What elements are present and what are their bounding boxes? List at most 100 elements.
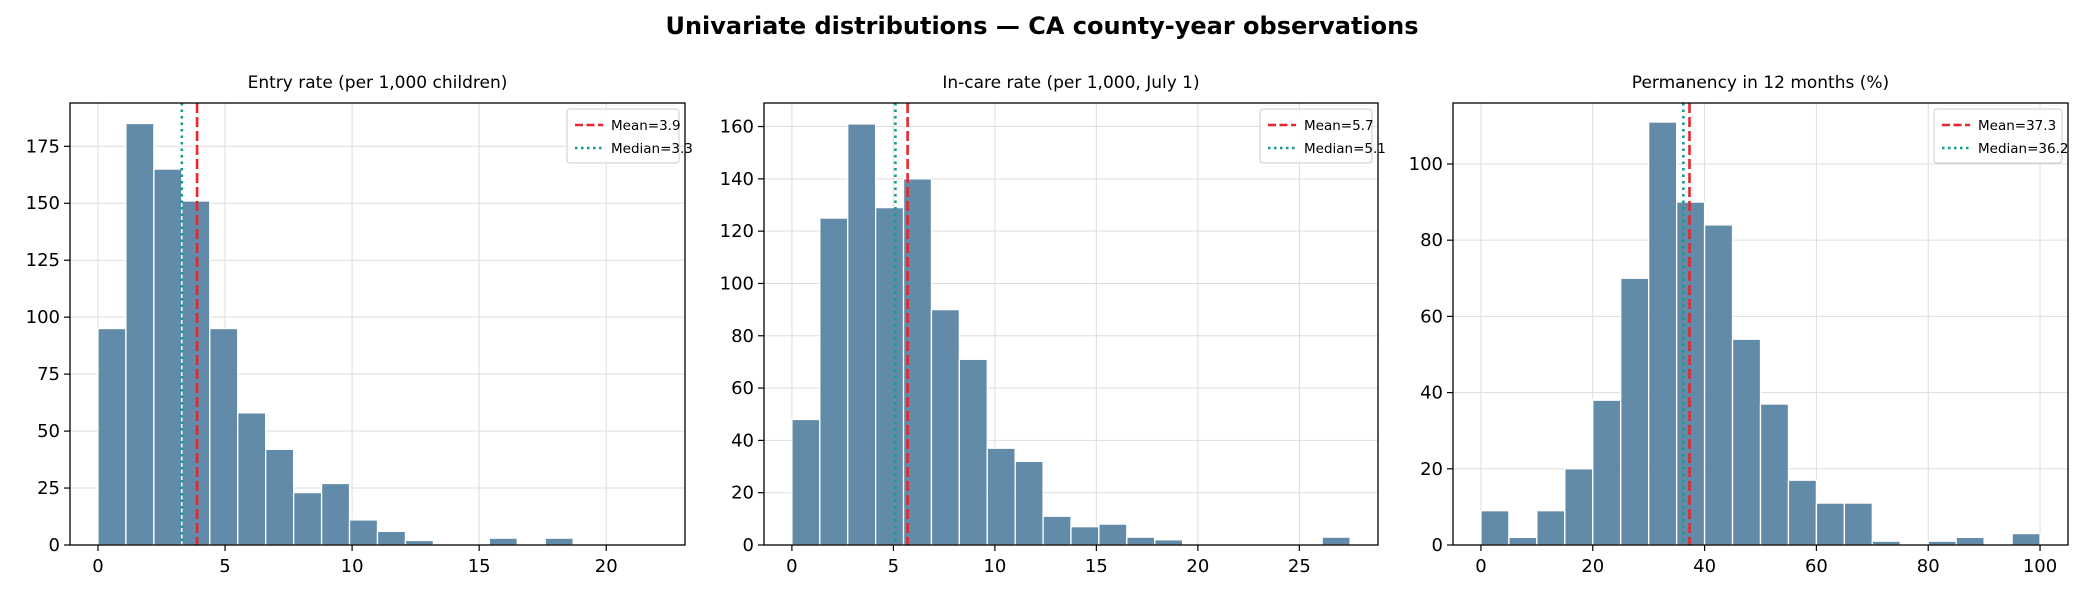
histogram-bar: [292, 491, 323, 546]
histogram-bar: [376, 530, 407, 546]
figure-title: Univariate distributions — CA county-yea…: [665, 12, 1418, 40]
legend-median-label: Median=5.1: [1304, 141, 1386, 157]
histogram-bar: [874, 206, 905, 546]
panel-title: Permanency in 12 months (%): [1632, 73, 1889, 93]
histogram-bar: [986, 447, 1016, 546]
histogram-bar: [1321, 536, 1351, 546]
y-tick-label: 175: [26, 136, 60, 157]
x-tick-label: 20: [1581, 556, 1604, 577]
panels: Entry rate (per 1,000 children) 0 5 10 15 20 0…: [26, 73, 2069, 577]
legend-mean-label: Mean=3.9: [611, 118, 681, 134]
histogram-bar: [1014, 460, 1044, 546]
histogram-panel-2: In-care rate (per 1,000, July 1) 0 5 10 15 20…: [720, 73, 1386, 577]
y-tick-label: 25: [37, 478, 60, 499]
legend: Mean=3.9 Median=3.3: [566, 108, 693, 164]
histogram-panel-3: Permanency in 12 months (%) 0 20 40 60 80 100 0…: [1409, 73, 2069, 577]
histogram-bar: [1759, 403, 1790, 546]
axes-frame: [763, 102, 1379, 546]
y-tick-label: 140: [720, 169, 754, 190]
histogram-bar: [1508, 536, 1538, 546]
x-tick-label: 15: [1085, 556, 1108, 577]
histogram-bar: [1787, 479, 1818, 546]
x-tick-label: 15: [468, 556, 491, 577]
histogram-bar: [404, 539, 435, 546]
legend-mean-label: Mean=37.3: [1978, 118, 2056, 134]
y-tick-label: 120: [720, 221, 754, 242]
y-tick-label: 160: [720, 117, 754, 138]
y-tick-label: 100: [720, 273, 754, 294]
x-tick-label: 0: [1475, 556, 1486, 577]
legend-median-label: Median=3.3: [611, 141, 693, 157]
histogram-bar: [791, 418, 821, 546]
histogram-bar: [265, 448, 295, 546]
y-tick-label: 80: [731, 326, 754, 347]
x-tick-label: 80: [1917, 556, 1940, 577]
y-tick-label: 50: [37, 421, 60, 442]
x-tick-label: 40: [1693, 556, 1716, 577]
panel-title: In-care rate (per 1,000, July 1): [942, 73, 1199, 93]
histogram-bar: [97, 327, 127, 546]
x-tick-label: 5: [219, 556, 230, 577]
x-tick-label: 5: [888, 556, 899, 577]
histogram-bar: [1480, 510, 1510, 546]
legend-box: [1933, 108, 2063, 164]
y-tick-label: 75: [37, 364, 60, 385]
legend: Mean=5.7 Median=5.1: [1259, 108, 1386, 164]
y-tick-label: 60: [731, 378, 754, 399]
panel-title: Entry rate (per 1,000 children): [248, 73, 508, 93]
histogram-bar: [1815, 502, 1846, 546]
histogram-bar: [1154, 539, 1184, 546]
histogram-bar: [1620, 277, 1650, 546]
y-tick-label: 0: [743, 535, 754, 556]
x-tick-label: 10: [983, 556, 1006, 577]
histogram-bar: [1731, 338, 1762, 546]
histogram-bar: [348, 519, 379, 546]
y-tick-label: 0: [49, 535, 60, 556]
y-tick-label: 125: [26, 250, 60, 271]
legend-median-label: Median=36.2: [1978, 141, 2068, 157]
histogram-bar: [1536, 510, 1566, 546]
histogram-bar: [1126, 536, 1156, 546]
y-tick-label: 20: [731, 483, 754, 504]
x-tick-label: 0: [786, 556, 797, 577]
histogram-bar: [237, 412, 267, 546]
x-tick-label: 60: [1805, 556, 1828, 577]
histogram-bar: [1592, 399, 1622, 546]
histogram-bar: [819, 217, 849, 546]
histogram-bar: [1703, 224, 1734, 546]
histogram-bar: [2011, 532, 2041, 546]
y-tick-label: 40: [731, 430, 754, 451]
y-tick-label: 80: [1420, 230, 1443, 251]
x-tick-label: 25: [1288, 556, 1311, 577]
y-tick-label: 150: [26, 193, 60, 214]
histogram-bar: [320, 482, 351, 546]
x-tick-label: 100: [2023, 556, 2057, 577]
y-tick-label: 40: [1420, 383, 1443, 404]
y-tick-label: 100: [1409, 154, 1443, 175]
histogram-bar: [1843, 502, 1873, 546]
histogram-bar: [209, 327, 239, 546]
histogram-bar: [544, 537, 574, 546]
axes-frame: [1452, 102, 2069, 546]
legend-box: [1259, 108, 1373, 164]
x-tick-label: 20: [1186, 556, 1209, 577]
histogram-bar: [958, 358, 988, 546]
histogram-bar: [1098, 523, 1128, 546]
legend-mean-label: Mean=5.7: [1304, 118, 1374, 134]
histogram-bar: [1955, 536, 1985, 546]
y-tick-label: 100: [26, 307, 60, 328]
histogram-bar: [125, 122, 155, 546]
x-tick-label: 20: [595, 556, 618, 577]
histogram-bar: [1564, 468, 1594, 546]
histogram-bar: [930, 308, 961, 546]
histogram-bar: [488, 537, 518, 546]
x-tick-label: 10: [341, 556, 364, 577]
x-tick-label: 0: [92, 556, 103, 577]
histogram-panel-1: Entry rate (per 1,000 children) 0 5 10 15 20 0…: [26, 73, 693, 577]
y-tick-label: 60: [1420, 306, 1443, 327]
histogram-bar: [1648, 121, 1678, 546]
histogram-bar: [153, 168, 183, 546]
y-tick-label: 0: [1432, 535, 1443, 556]
axes-frame: [69, 102, 686, 546]
